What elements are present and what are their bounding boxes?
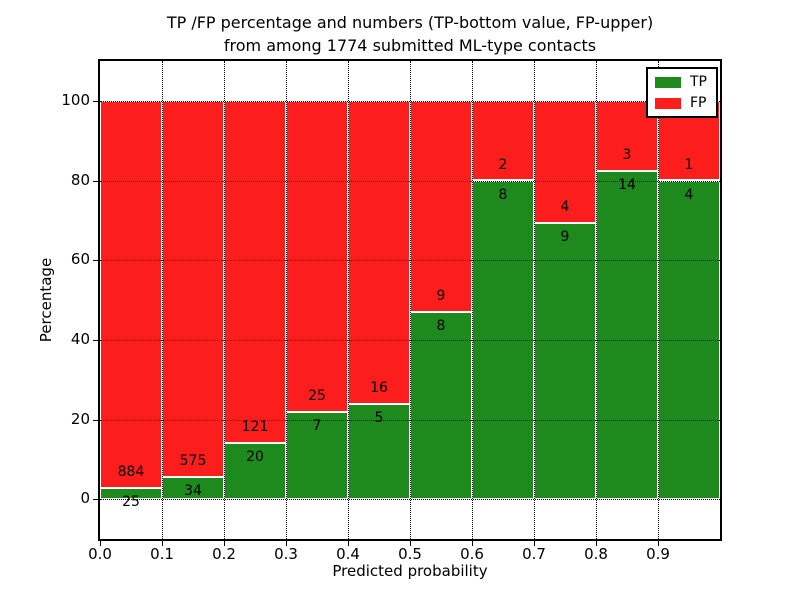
bar-segment-fp xyxy=(286,100,348,412)
bar-label-fp: 2 xyxy=(498,156,508,173)
bar-segment-fp xyxy=(162,100,224,477)
x-tick-label: 0.6 xyxy=(460,545,484,563)
y-tick-label: 20 xyxy=(70,409,90,428)
x-tick xyxy=(286,541,287,546)
gridline-h xyxy=(100,180,720,182)
legend-label-fp: FP xyxy=(690,95,707,111)
y-tick xyxy=(93,100,98,102)
y-tick xyxy=(93,180,98,182)
bar-segment-tp xyxy=(596,171,658,500)
bar-label-fp: 1 xyxy=(684,156,694,173)
gridline-h xyxy=(100,499,720,501)
bar-label-tp: 9 xyxy=(560,229,570,246)
x-tick-label: 0.5 xyxy=(398,545,422,563)
bar-label-fp: 16 xyxy=(370,380,388,397)
x-tick-label: 0.3 xyxy=(274,545,298,563)
gridline-v xyxy=(658,61,659,539)
bar-segment-fp xyxy=(348,100,410,405)
bar-label-tp: 20 xyxy=(246,448,264,465)
bar-segment-fp xyxy=(224,100,286,443)
bar-segment-tp xyxy=(534,223,596,500)
y-tick-label: 0 xyxy=(80,489,90,508)
legend-label-tp: TP xyxy=(690,74,707,90)
y-tick xyxy=(93,339,98,341)
gridline-v xyxy=(162,61,163,539)
legend-swatch-tp xyxy=(655,76,681,88)
chart-title-line2: from among 1774 submitted ML-type contac… xyxy=(223,36,597,55)
bar-segment-fp xyxy=(100,100,162,489)
chart-title: TP /FP percentage and numbers (TP-bottom… xyxy=(100,11,720,57)
x-tick-label: 0.4 xyxy=(336,545,360,563)
legend-swatch-fp xyxy=(655,97,681,109)
x-tick xyxy=(534,541,535,546)
bar-label-tp: 8 xyxy=(498,186,508,203)
bar-label-fp: 4 xyxy=(560,199,570,216)
bar-label-fp: 575 xyxy=(179,452,207,469)
gridline-h xyxy=(100,419,720,421)
bar-label-fp: 884 xyxy=(117,464,145,481)
bar-segment-tp xyxy=(224,442,286,500)
bar-label-fp: 25 xyxy=(308,388,326,404)
bar-label-fp: 3 xyxy=(622,147,632,164)
y-tick xyxy=(93,499,98,501)
x-tick xyxy=(100,541,101,546)
x-tick xyxy=(162,541,163,546)
x-tick-label: 0.2 xyxy=(212,545,236,563)
bar-segment-tp xyxy=(286,412,348,500)
bar-label-fp: 121 xyxy=(241,418,269,435)
legend: TP FP xyxy=(646,67,718,118)
x-tick-label: 0.7 xyxy=(522,545,546,563)
x-axis-label: Predicted probability xyxy=(332,562,488,580)
bar-segment-tp xyxy=(100,488,162,500)
y-tick-label: 80 xyxy=(70,170,90,189)
x-tick xyxy=(224,541,225,546)
gridline-h xyxy=(100,100,720,102)
legend-item-fp: FP xyxy=(655,96,707,110)
y-tick-label: 60 xyxy=(70,250,90,269)
gridline-h xyxy=(100,260,720,262)
bar-label-tp: 34 xyxy=(184,482,202,499)
x-tick-label: 0.0 xyxy=(88,545,112,563)
x-tick-label: 0.9 xyxy=(646,545,670,563)
x-tick xyxy=(410,541,411,546)
y-tick-label: 40 xyxy=(70,329,90,348)
bar-label-tp: 7 xyxy=(312,418,322,434)
bar-label-tp: 4 xyxy=(684,186,694,203)
y-tick xyxy=(93,260,98,262)
x-tick xyxy=(348,541,349,546)
bar-label-tp: 14 xyxy=(618,177,636,194)
gridline-v xyxy=(410,61,411,539)
bar-label-fp: 9 xyxy=(436,287,446,304)
x-tick-label: 0.8 xyxy=(584,545,608,563)
legend-item-tp: TP xyxy=(655,75,707,89)
x-tick xyxy=(596,541,597,546)
bar-segment-fp xyxy=(410,100,472,312)
gridline-v xyxy=(534,61,535,539)
y-tick-label: 100 xyxy=(61,90,90,109)
y-tick xyxy=(93,419,98,421)
bar-label-tp: 8 xyxy=(436,317,446,334)
x-tick-label: 0.1 xyxy=(150,545,174,563)
bar-label-tp: 5 xyxy=(374,410,384,427)
gridline-v xyxy=(596,61,597,539)
gridline-v xyxy=(286,61,287,539)
gridline-v xyxy=(472,61,473,539)
x-tick xyxy=(472,541,473,546)
gridline-v xyxy=(348,61,349,539)
gridline-h xyxy=(100,339,720,341)
bar-label-tp: 25 xyxy=(122,494,140,511)
x-tick xyxy=(658,541,659,546)
chart-title-line1: TP /FP percentage and numbers (TP-bottom… xyxy=(166,13,654,32)
gridline-v xyxy=(224,61,225,539)
